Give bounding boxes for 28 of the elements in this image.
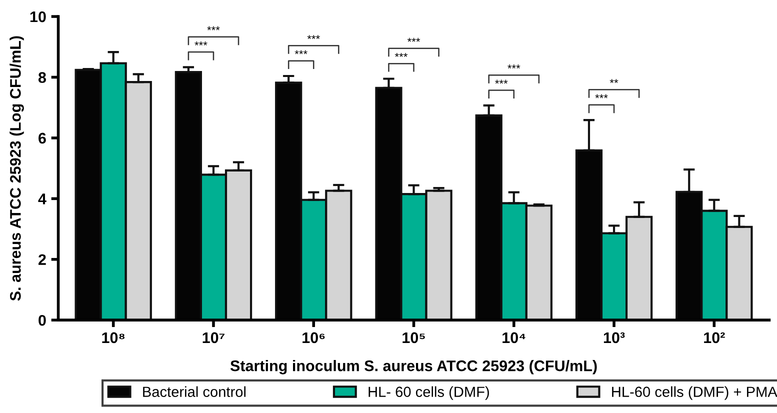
annotation: ***: [307, 35, 320, 40]
x-tick-label: 10⁸: [102, 332, 125, 344]
annotation: ***: [595, 94, 608, 98]
legend-label: Bacterial control: [143, 386, 246, 397]
x-tick-label: 10³: [604, 332, 625, 344]
x-tick-label: 10⁷: [202, 332, 224, 344]
x-tick-label: 10⁵: [402, 332, 425, 344]
x-tick-label: 10⁶: [302, 332, 325, 344]
y-tick-label: 0: [38, 314, 46, 326]
y-tick-label: 10: [30, 11, 46, 22]
x-axis-title: Starting inoculum S. aureus ATCC 25923 (CFU/mL): [230, 360, 597, 374]
y-tick-label: 8: [38, 72, 46, 83]
annotation: **: [610, 79, 618, 84]
y-tick-label: 6: [38, 132, 46, 144]
x-tick-label: 10⁴: [502, 332, 526, 344]
y-axis-title: S. aureus ATCC 25923 (Log CFU/mL): [10, 36, 24, 301]
annotation: ***: [508, 64, 520, 68]
legend-label: HL- 60 cells (DMF): [368, 386, 489, 400]
annotation: ***: [194, 41, 208, 46]
x-tick-label: 10²: [704, 332, 725, 344]
annotation: ***: [394, 53, 408, 57]
y-tick-label: 2: [38, 254, 46, 265]
annotation: ***: [407, 38, 420, 42]
annotation: ***: [207, 26, 220, 30]
legend-label: HL-60 cells (DMF) + PMA: [612, 386, 777, 400]
annotation: ***: [495, 80, 508, 84]
y-tick-label: 4: [38, 194, 46, 204]
annotation: ***: [294, 50, 308, 54]
